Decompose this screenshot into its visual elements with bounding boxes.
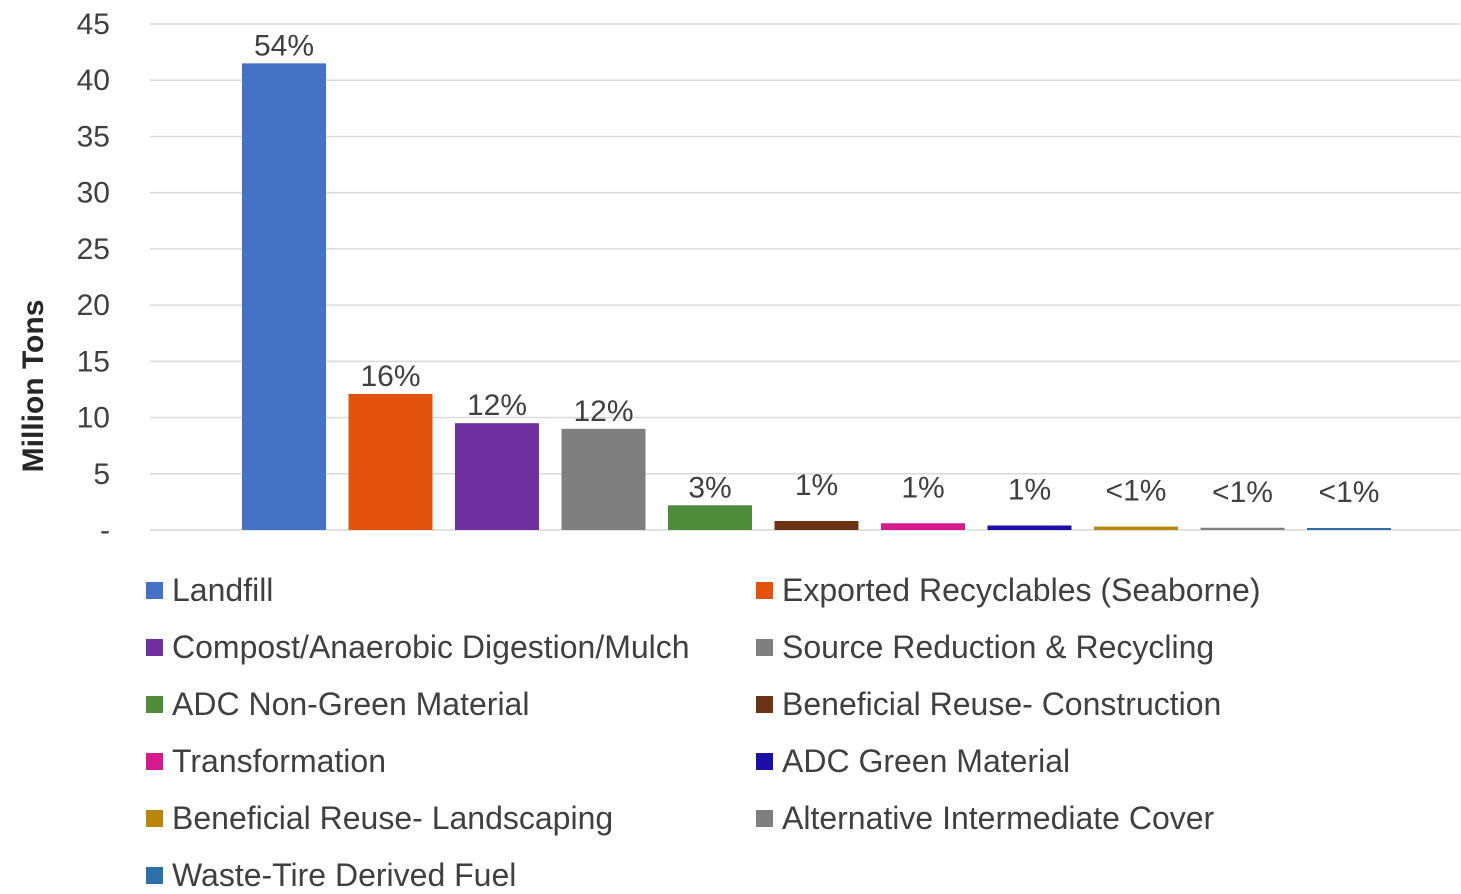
data-labels: 54% 16% 12% 12% 3% 1% 1% 1% <1% <1% <1%	[254, 29, 1379, 509]
legend-swatch	[756, 810, 773, 827]
data-label: 1%	[795, 469, 838, 502]
legend-item: Exported Recyclables (Seaborne)	[756, 572, 1260, 609]
legend-swatch	[756, 753, 773, 770]
legend-item: Alternative Intermediate Cover	[756, 800, 1214, 837]
data-label: 1%	[901, 471, 944, 504]
bar-adc-non-green-material	[668, 505, 752, 530]
bar-source-reduction-recycling	[561, 428, 646, 530]
legend-item: ADC Non-Green Material	[146, 686, 529, 723]
legend-label: Waste-Tire Derived Fuel	[172, 857, 517, 893]
y-tick-label: 10	[77, 402, 110, 435]
legend-swatch	[146, 810, 163, 827]
legend-swatch	[146, 696, 163, 713]
y-tick-label: 40	[77, 64, 110, 97]
y-axis-ticks: - 5 10 15 20 25 30 35 40 45	[77, 8, 110, 547]
y-tick-label: 45	[77, 8, 110, 41]
legend-swatch	[756, 696, 773, 713]
bar-beneficial-reuse-landscaping	[1094, 526, 1178, 530]
legend-swatch	[756, 582, 773, 599]
legend-item: Source Reduction & Recycling	[756, 629, 1214, 666]
legend-item: Transformation	[146, 743, 386, 780]
y-tick-label: 25	[77, 233, 110, 266]
data-label: <1%	[1106, 475, 1167, 508]
legend-item: Landfill	[146, 572, 273, 609]
legend-item: Beneficial Reuse- Construction	[756, 686, 1221, 723]
legend-label: Landfill	[172, 572, 274, 608]
legend-label: Source Reduction & Recycling	[782, 629, 1215, 665]
data-label: 1%	[1008, 474, 1051, 507]
legend-swatch	[146, 582, 163, 599]
legend-label: Compost/Anaerobic Digestion/Mulch	[172, 629, 690, 665]
legend-label: Transformation	[172, 743, 386, 779]
legend-item: Compost/Anaerobic Digestion/Mulch	[146, 629, 690, 666]
y-tick-label: 30	[77, 177, 110, 210]
legend-swatch	[146, 867, 163, 884]
y-axis-title: Million Tons	[17, 300, 50, 473]
y-tick-label: -	[100, 514, 110, 547]
data-label: 16%	[360, 360, 420, 393]
bar-transformation	[881, 523, 965, 530]
bar-beneficial-reuse-construction	[774, 521, 859, 530]
y-tick-label: 20	[77, 289, 110, 322]
data-label: 12%	[573, 395, 633, 428]
bar-waste-tire-derived-fuel	[1307, 528, 1391, 530]
bar-exported-recyclables-seaborne	[348, 393, 433, 530]
legend-label: ADC Green Material	[782, 743, 1071, 779]
legend-label: Beneficial Reuse- Construction	[782, 686, 1222, 722]
legend-item: Beneficial Reuse- Landscaping	[146, 800, 613, 837]
bar-chart: - 5 10 15 20 25 30 35 40 45 54% 16% 12% 12% 3% 1% 1% 1% <…	[17, 8, 1460, 547]
legend-swatch	[146, 639, 163, 656]
bar-compost-anaerobic-digestion-mulch	[455, 423, 539, 530]
data-label: 3%	[688, 471, 731, 504]
bar-landfill	[242, 63, 326, 530]
data-label: <1%	[1319, 476, 1380, 509]
legend-item: ADC Green Material	[756, 743, 1070, 780]
legend-label: Beneficial Reuse- Landscaping	[172, 800, 614, 836]
gridlines	[150, 23, 1460, 531]
data-label: 54%	[254, 29, 314, 62]
y-tick-label: 15	[77, 345, 110, 378]
bar-adc-green-material	[987, 525, 1072, 530]
legend-swatch	[146, 753, 163, 770]
legend-label: ADC Non-Green Material	[172, 686, 530, 722]
data-label: <1%	[1212, 476, 1273, 509]
legend-swatch	[756, 639, 773, 656]
bar-alternative-intermediate-cover	[1200, 527, 1285, 530]
y-tick-label: 5	[93, 458, 110, 491]
legend-label: Exported Recyclables (Seaborne)	[782, 572, 1261, 608]
legend-label: Alternative Intermediate Cover	[782, 800, 1215, 836]
data-label: 12%	[467, 389, 527, 422]
legend-item: Waste-Tire Derived Fuel	[146, 857, 516, 894]
bars	[242, 63, 1391, 530]
y-tick-label: 35	[77, 120, 110, 153]
